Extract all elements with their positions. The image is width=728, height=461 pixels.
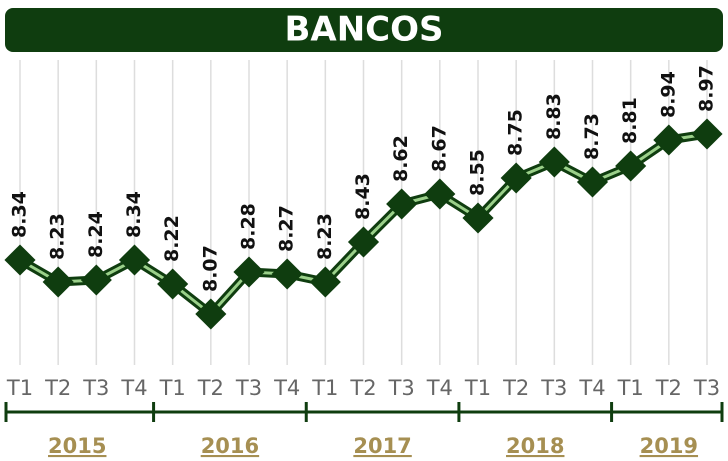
x-tick-label: T1 bbox=[617, 376, 644, 400]
x-tick-label: T4 bbox=[426, 376, 453, 400]
group-label: 2018 bbox=[506, 434, 564, 458]
x-tick-label: T3 bbox=[388, 376, 415, 400]
marker bbox=[576, 166, 609, 198]
data-label: 8.73 bbox=[581, 113, 603, 160]
group-label: 2017 bbox=[353, 434, 411, 458]
data-label: 8.34 bbox=[9, 191, 31, 238]
x-tick-label: T1 bbox=[159, 376, 186, 400]
x-tick-label: T3 bbox=[540, 376, 567, 400]
data-label: 8.81 bbox=[619, 97, 641, 144]
marker bbox=[233, 256, 265, 288]
marker bbox=[271, 258, 303, 290]
x-tick-label: T2 bbox=[349, 376, 376, 400]
marker bbox=[80, 264, 112, 296]
marker bbox=[118, 244, 151, 276]
data-label: 8.34 bbox=[123, 191, 145, 238]
x-tick-label: T4 bbox=[273, 376, 300, 400]
title-bar bbox=[5, 8, 723, 52]
group-label: 2016 bbox=[201, 434, 259, 458]
marker bbox=[424, 178, 456, 210]
x-tick-label: T2 bbox=[44, 376, 71, 400]
marker bbox=[195, 298, 227, 330]
x-tick-label: T4 bbox=[120, 376, 147, 400]
x-tick-label: T4 bbox=[578, 376, 605, 400]
x-tick-label: T3 bbox=[235, 376, 262, 400]
x-tick-label: T2 bbox=[655, 376, 682, 400]
x-tick-label: T2 bbox=[197, 376, 224, 400]
data-label: 8.23 bbox=[314, 213, 336, 260]
marker bbox=[500, 162, 532, 194]
marker bbox=[309, 266, 341, 298]
x-tick-label: T1 bbox=[311, 376, 338, 400]
data-label: 8.43 bbox=[352, 173, 374, 220]
marker bbox=[347, 226, 380, 258]
group-label: 2015 bbox=[48, 434, 106, 458]
x-tick-label: T2 bbox=[502, 376, 529, 400]
marker bbox=[538, 146, 570, 178]
chart-title: BANCOS bbox=[284, 10, 443, 50]
data-label: 8.67 bbox=[428, 125, 450, 172]
marker bbox=[42, 266, 74, 298]
data-label: 8.23 bbox=[47, 213, 69, 260]
x-tick-label: T3 bbox=[693, 376, 720, 400]
data-label: 8.28 bbox=[238, 203, 260, 250]
data-label: 8.07 bbox=[199, 245, 221, 292]
data-label: 8.27 bbox=[276, 205, 298, 252]
marker bbox=[691, 118, 723, 150]
data-label: 8.97 bbox=[696, 65, 718, 112]
marker bbox=[4, 244, 36, 276]
data-label: 8.83 bbox=[543, 93, 565, 140]
x-tick-label: T1 bbox=[464, 376, 491, 400]
marker bbox=[386, 188, 418, 220]
marker bbox=[462, 202, 494, 234]
data-label: 8.24 bbox=[85, 211, 107, 258]
data-label: 8.94 bbox=[657, 71, 679, 118]
marker bbox=[157, 268, 189, 300]
data-label: 8.62 bbox=[390, 135, 412, 182]
data-label: 8.75 bbox=[505, 109, 527, 156]
data-label: 8.22 bbox=[161, 215, 183, 262]
x-tick-label: T3 bbox=[82, 376, 109, 400]
x-tick-label: T1 bbox=[6, 376, 33, 400]
group-label: 2019 bbox=[640, 434, 698, 458]
data-label: 8.55 bbox=[467, 149, 489, 196]
